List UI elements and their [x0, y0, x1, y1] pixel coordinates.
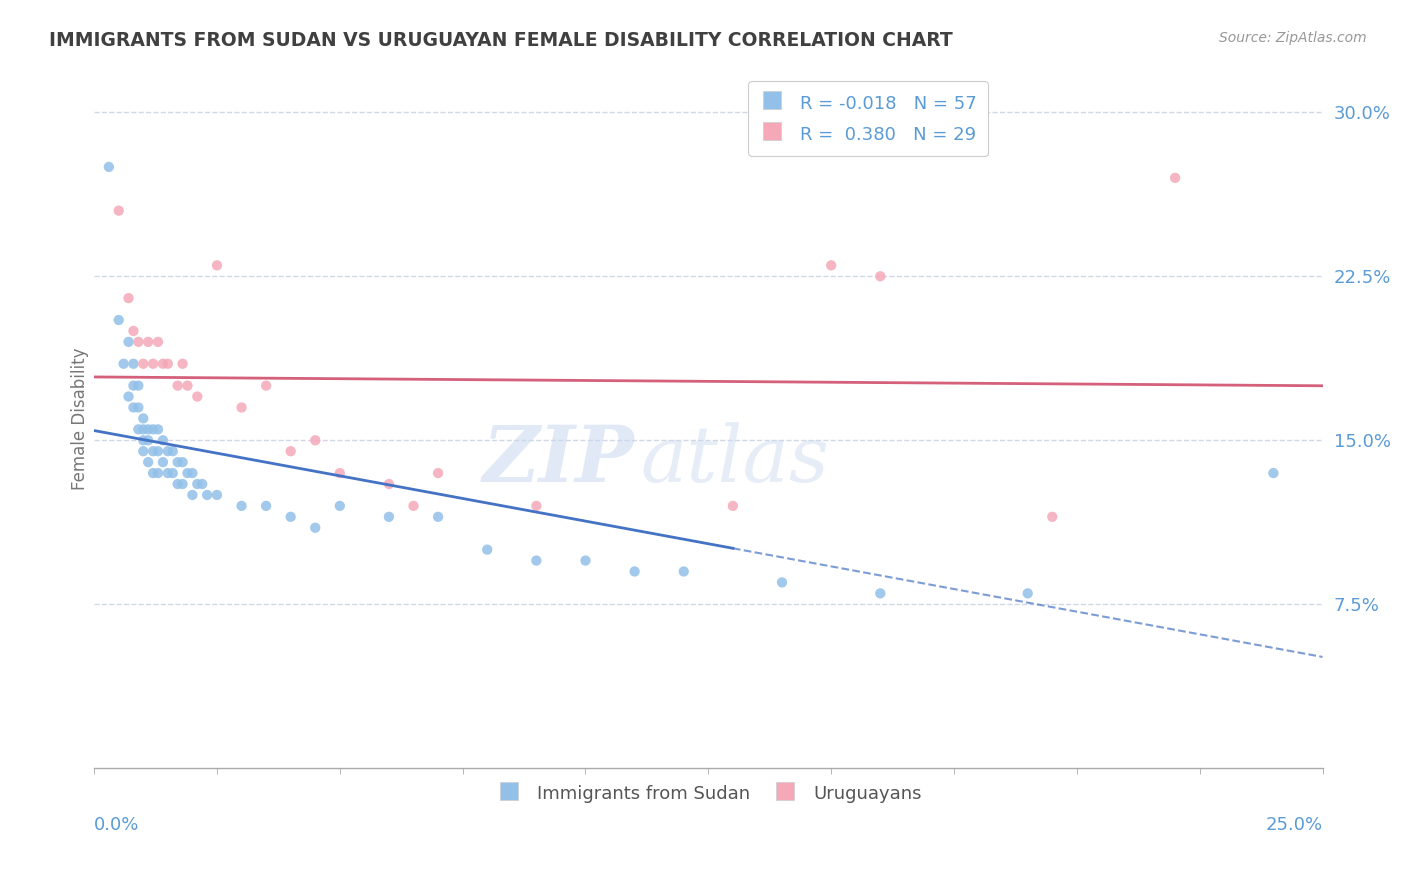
Point	[152, 357, 174, 371]
Point	[672, 565, 695, 579]
Point	[574, 553, 596, 567]
Point	[156, 357, 179, 371]
Text: Source: ZipAtlas.com: Source: ZipAtlas.com	[1219, 31, 1367, 45]
Point	[122, 324, 145, 338]
Point	[329, 499, 352, 513]
Point	[205, 488, 228, 502]
Point	[254, 499, 277, 513]
Point	[280, 444, 302, 458]
Text: atlas: atlas	[641, 422, 830, 499]
Point	[1263, 466, 1285, 480]
Point	[166, 378, 188, 392]
Text: 0.0%: 0.0%	[94, 815, 139, 833]
Point	[427, 466, 450, 480]
Point	[172, 455, 194, 469]
Point	[112, 357, 135, 371]
Point	[146, 444, 169, 458]
Point	[136, 422, 159, 436]
Point	[127, 401, 149, 415]
Point	[162, 444, 184, 458]
Point	[117, 334, 139, 349]
Point	[181, 488, 204, 502]
Point	[136, 434, 159, 448]
Point	[623, 565, 645, 579]
Point	[524, 499, 547, 513]
Point	[132, 434, 155, 448]
Point	[402, 499, 425, 513]
Point	[142, 422, 165, 436]
Point	[142, 357, 165, 371]
Point	[304, 434, 326, 448]
Point	[132, 357, 155, 371]
Point	[176, 466, 198, 480]
Point	[152, 455, 174, 469]
Point	[127, 422, 149, 436]
Point	[166, 477, 188, 491]
Point	[176, 378, 198, 392]
Point	[1017, 586, 1039, 600]
Point	[254, 378, 277, 392]
Point	[191, 477, 214, 491]
Point	[304, 521, 326, 535]
Point	[122, 401, 145, 415]
Point	[162, 466, 184, 480]
Point	[477, 542, 499, 557]
Point	[186, 390, 208, 404]
Point	[1164, 170, 1187, 185]
Point	[142, 466, 165, 480]
Point	[770, 575, 793, 590]
Point	[721, 499, 744, 513]
Point	[378, 477, 401, 491]
Y-axis label: Female Disability: Female Disability	[72, 347, 89, 490]
Point	[869, 269, 891, 284]
Text: IMMIGRANTS FROM SUDAN VS URUGUAYAN FEMALE DISABILITY CORRELATION CHART: IMMIGRANTS FROM SUDAN VS URUGUAYAN FEMAL…	[49, 31, 953, 50]
Point	[117, 291, 139, 305]
Point	[152, 434, 174, 448]
Point	[146, 422, 169, 436]
Point	[172, 477, 194, 491]
Point	[136, 334, 159, 349]
Point	[132, 444, 155, 458]
Point	[117, 390, 139, 404]
Point	[166, 455, 188, 469]
Point	[524, 553, 547, 567]
Point	[146, 466, 169, 480]
Point	[107, 203, 129, 218]
Point	[231, 401, 253, 415]
Point	[132, 411, 155, 425]
Point	[122, 357, 145, 371]
Point	[869, 586, 891, 600]
Point	[127, 334, 149, 349]
Point	[329, 466, 352, 480]
Text: 25.0%: 25.0%	[1265, 815, 1323, 833]
Text: ZIP: ZIP	[484, 422, 634, 499]
Point	[231, 499, 253, 513]
Point	[186, 477, 208, 491]
Point	[205, 258, 228, 272]
Point	[122, 378, 145, 392]
Point	[280, 509, 302, 524]
Point	[181, 466, 204, 480]
Point	[156, 444, 179, 458]
Point	[127, 378, 149, 392]
Point	[156, 466, 179, 480]
Point	[132, 422, 155, 436]
Point	[427, 509, 450, 524]
Point	[97, 160, 120, 174]
Point	[378, 509, 401, 524]
Point	[1040, 509, 1063, 524]
Point	[172, 357, 194, 371]
Point	[195, 488, 218, 502]
Point	[820, 258, 842, 272]
Point	[142, 444, 165, 458]
Legend: Immigrants from Sudan, Uruguayans: Immigrants from Sudan, Uruguayans	[488, 775, 929, 812]
Point	[146, 334, 169, 349]
Point	[107, 313, 129, 327]
Point	[136, 455, 159, 469]
